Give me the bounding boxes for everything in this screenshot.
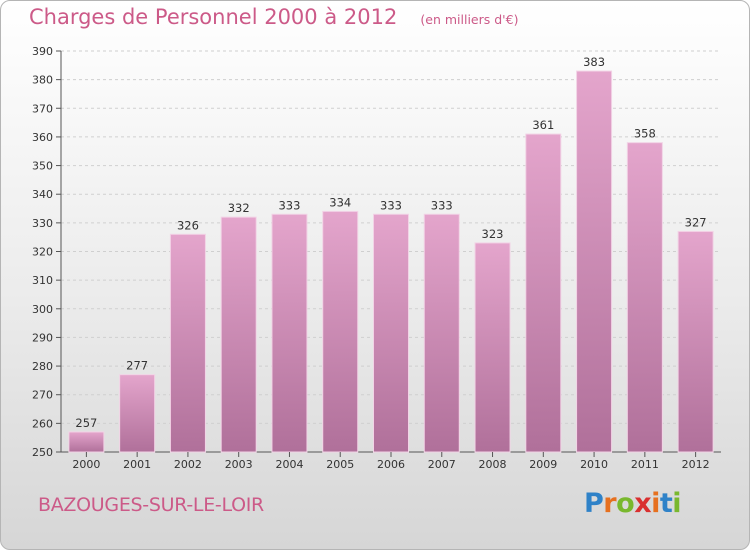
brand-letter: r — [603, 488, 617, 519]
bar — [423, 213, 460, 453]
y-tick-label: 320 — [32, 246, 53, 259]
x-tick-label: 2009 — [529, 458, 557, 471]
y-tick-label: 380 — [32, 74, 53, 87]
value-label: 333 — [278, 198, 300, 212]
bar — [271, 213, 308, 453]
y-tick-label: 350 — [32, 160, 53, 173]
brand-letter: P — [584, 488, 604, 519]
x-tick-label: 2004 — [275, 458, 303, 471]
y-tick-label: 250 — [32, 446, 53, 459]
value-label: 334 — [329, 195, 351, 209]
value-label: 333 — [431, 198, 453, 212]
x-tick-label: 2000 — [72, 458, 100, 471]
brand-letter: x — [634, 488, 652, 519]
brand-letter: i — [651, 488, 660, 519]
bar — [474, 242, 511, 453]
x-tick-label: 2007 — [428, 458, 456, 471]
value-label: 323 — [482, 227, 504, 241]
value-label: 277 — [126, 359, 148, 373]
y-tick-label: 310 — [32, 274, 53, 287]
y-tick-label: 340 — [32, 188, 53, 201]
y-tick-label: 280 — [32, 360, 53, 373]
y-tick-label: 300 — [32, 303, 53, 316]
value-label: 332 — [228, 201, 250, 215]
x-tick-label: 2012 — [682, 458, 710, 471]
title-row: Charges de Personnel 2000 à 2012 (en mil… — [29, 5, 518, 29]
y-tick-label: 360 — [32, 131, 53, 144]
y-tick-label: 290 — [32, 331, 53, 344]
bar — [322, 210, 359, 453]
bar — [68, 431, 105, 453]
x-tick-label: 2006 — [377, 458, 405, 471]
commune-name: BAZOUGES-SUR-LE-LOIR — [38, 494, 264, 516]
y-tick-label: 370 — [32, 102, 53, 115]
value-label: 333 — [380, 198, 402, 212]
brand-letter: i — [672, 488, 682, 519]
x-tick-label: 2011 — [631, 458, 659, 471]
y-tick-label: 330 — [32, 217, 53, 230]
y-tick-label: 260 — [32, 417, 53, 430]
bar — [220, 216, 257, 453]
chart-title: Charges de Personnel 2000 à 2012 — [29, 5, 398, 29]
bar — [576, 70, 613, 453]
x-tick-label: 2005 — [326, 458, 354, 471]
brand-letter: t — [659, 488, 673, 519]
bar — [677, 230, 714, 453]
value-label: 358 — [634, 127, 656, 141]
bar — [626, 142, 663, 453]
bar — [119, 374, 156, 453]
x-tick-label: 2002 — [174, 458, 202, 471]
value-label: 361 — [532, 118, 554, 132]
bar — [373, 213, 409, 453]
bar — [525, 133, 562, 453]
y-tick-label: 270 — [32, 389, 53, 402]
value-label: 383 — [583, 55, 605, 69]
brand-letter: o — [616, 488, 635, 519]
chart-subtitle: (en milliers d'€) — [420, 12, 519, 27]
proxiti-logo[interactable]: Proxiti — [584, 488, 682, 519]
bar — [169, 233, 206, 453]
value-label: 327 — [685, 215, 707, 229]
x-tick-label: 2003 — [225, 458, 253, 471]
value-label: 257 — [75, 416, 97, 430]
x-tick-label: 2008 — [479, 458, 507, 471]
y-tick-label: 390 — [32, 45, 53, 58]
value-label: 326 — [177, 218, 199, 232]
x-tick-label: 2010 — [580, 458, 608, 471]
x-tick-label: 2001 — [123, 458, 151, 471]
